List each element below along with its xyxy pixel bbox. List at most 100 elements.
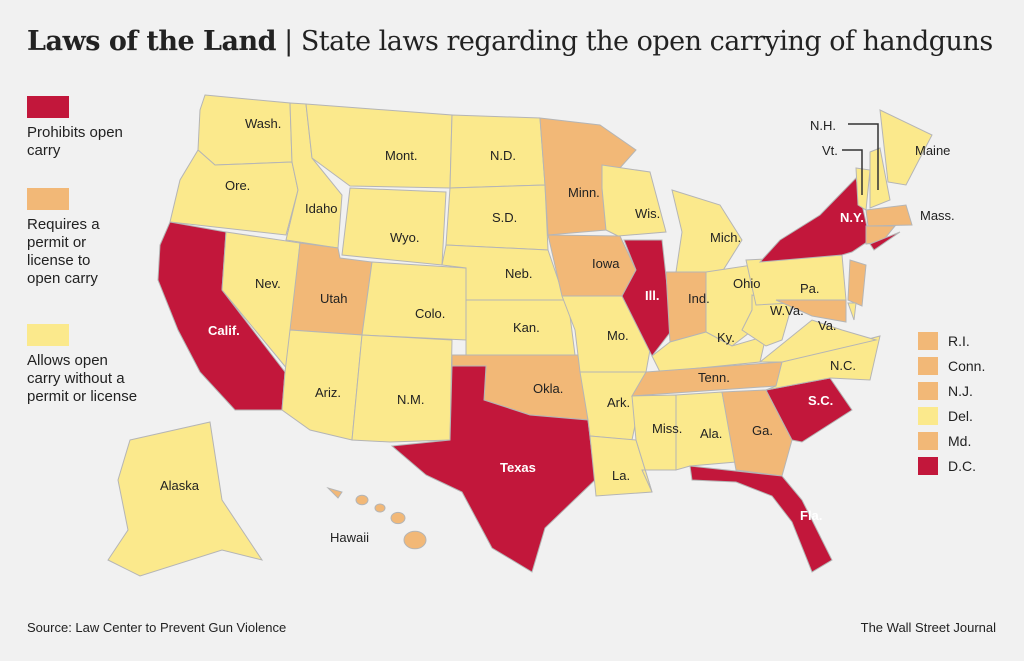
legend-swatch-permit bbox=[27, 188, 69, 210]
hawaii-island bbox=[403, 530, 427, 550]
state-label-nh: N.H. bbox=[810, 118, 836, 133]
state-or bbox=[169, 149, 299, 236]
state-label-tx: Texas bbox=[500, 460, 536, 475]
state-label-tn: Tenn. bbox=[698, 370, 730, 385]
small-state-label: R.I. bbox=[948, 332, 970, 349]
small-state-swatch bbox=[918, 331, 938, 350]
state-label-va: Va. bbox=[818, 318, 837, 333]
state-label-ok: Okla. bbox=[533, 381, 563, 396]
legend-label-permit: Requires a permit or license to open car… bbox=[27, 216, 100, 287]
state-label-ak: Alaska bbox=[160, 478, 200, 493]
state-label-vt: Vt. bbox=[822, 143, 838, 158]
state-vt bbox=[855, 167, 871, 211]
small-state-item: Del. bbox=[918, 403, 985, 428]
state-label-sc: S.C. bbox=[808, 393, 833, 408]
small-states-legend: R.I. Conn. N.J. Del. Md. D.C. bbox=[918, 328, 985, 478]
state-label-oh: Ohio bbox=[733, 276, 760, 291]
state-label-in: Ind. bbox=[688, 291, 710, 306]
state-label-fl: Fla. bbox=[800, 508, 822, 523]
state-nh bbox=[869, 147, 891, 209]
state-co bbox=[361, 261, 467, 341]
state-fl bbox=[689, 465, 833, 573]
state-nm bbox=[351, 334, 453, 443]
state-label-nd: N.D. bbox=[490, 148, 516, 163]
page-title: Laws of the Land | State laws regarding … bbox=[27, 26, 993, 57]
state-label-wv: W.Va. bbox=[770, 303, 804, 318]
leader-line bbox=[848, 123, 879, 190]
credit: The Wall Street Journal bbox=[860, 620, 996, 635]
state-label-wy: Wyo. bbox=[390, 230, 420, 245]
state-label-ky: Ky. bbox=[717, 330, 735, 345]
legend-swatch-allows bbox=[27, 324, 69, 346]
title-separator: | bbox=[284, 26, 293, 57]
state-pa bbox=[745, 254, 847, 306]
state-label-mt: Mont. bbox=[385, 148, 418, 163]
state-label-nm: N.M. bbox=[397, 392, 424, 407]
source-note: Source: Law Center to Prevent Gun Violen… bbox=[27, 620, 287, 635]
small-state-label: Del. bbox=[948, 407, 973, 424]
state-de bbox=[847, 302, 857, 321]
title-main: Laws of the Land bbox=[27, 26, 277, 57]
state-label-ks: Kan. bbox=[513, 320, 540, 335]
small-state-swatch bbox=[918, 381, 938, 400]
state-label-az: Ariz. bbox=[315, 385, 341, 400]
legend-label-prohibits: Prohibits open carry bbox=[27, 124, 123, 159]
state-nj bbox=[847, 259, 867, 307]
small-state-item: N.J. bbox=[918, 378, 985, 403]
small-state-item: Md. bbox=[918, 428, 985, 453]
small-state-item: D.C. bbox=[918, 453, 985, 478]
state-ak bbox=[107, 421, 264, 577]
state-ny bbox=[758, 176, 871, 263]
state-label-ut: Utah bbox=[320, 291, 347, 306]
state-wi bbox=[601, 164, 667, 237]
state-label-sd: S.D. bbox=[492, 210, 517, 225]
state-md bbox=[775, 299, 847, 323]
small-state-label: N.J. bbox=[948, 382, 973, 399]
hawaii-island bbox=[374, 503, 386, 513]
state-nc bbox=[765, 335, 881, 391]
state-in bbox=[665, 271, 707, 343]
state-label-ms: Miss. bbox=[652, 421, 682, 436]
state-label-nc: N.C. bbox=[830, 358, 856, 373]
title-subtitle: State laws regarding the open carrying o… bbox=[300, 26, 993, 57]
state-va bbox=[758, 319, 878, 363]
state-label-wa: Wash. bbox=[245, 116, 281, 131]
state-label-pa: Pa. bbox=[800, 281, 820, 296]
hawaii-island bbox=[355, 494, 369, 506]
state-me bbox=[879, 109, 933, 186]
state-label-mi: Mich. bbox=[710, 230, 741, 245]
small-state-label: Conn. bbox=[948, 357, 986, 374]
state-label-ma: Mass. bbox=[920, 208, 955, 223]
state-label-wi: Wis. bbox=[635, 206, 660, 221]
small-state-swatch bbox=[918, 456, 938, 475]
leader-line bbox=[842, 149, 863, 195]
state-mt bbox=[305, 103, 453, 189]
state-label-hi: Hawaii bbox=[330, 530, 369, 545]
small-state-item: R.I. bbox=[918, 328, 985, 353]
state-label-mn: Minn. bbox=[568, 185, 600, 200]
state-ga bbox=[721, 389, 793, 477]
legend-permit: Requires a permit or license to open car… bbox=[27, 188, 147, 288]
small-state-item: Conn. bbox=[918, 353, 985, 378]
state-label-ny: N.Y. bbox=[840, 210, 864, 225]
state-label-il: Ill. bbox=[645, 288, 659, 303]
state-label-al: Ala. bbox=[700, 426, 722, 441]
state-label-or: Ore. bbox=[225, 178, 250, 193]
state-label-id: Idaho bbox=[305, 201, 338, 216]
hawaii-island bbox=[390, 511, 406, 525]
small-state-label: Md. bbox=[948, 432, 972, 449]
state-label-nv: Nev. bbox=[255, 276, 281, 291]
state-al bbox=[675, 391, 737, 471]
legend-prohibits: Prohibits open carry bbox=[27, 96, 147, 160]
state-wy bbox=[341, 187, 447, 266]
legend-swatch-prohibits bbox=[27, 96, 69, 118]
state-label-ia: Iowa bbox=[592, 256, 620, 271]
small-state-swatch bbox=[918, 356, 938, 375]
small-state-swatch bbox=[918, 431, 938, 450]
state-label-la: La. bbox=[612, 468, 630, 483]
state-tx bbox=[390, 365, 596, 573]
legend-label-allows: Allows open carry without a permit or li… bbox=[27, 352, 138, 405]
state-label-ar: Ark. bbox=[607, 395, 630, 410]
legend-allows: Allows open carry without a permit or li… bbox=[27, 324, 147, 406]
